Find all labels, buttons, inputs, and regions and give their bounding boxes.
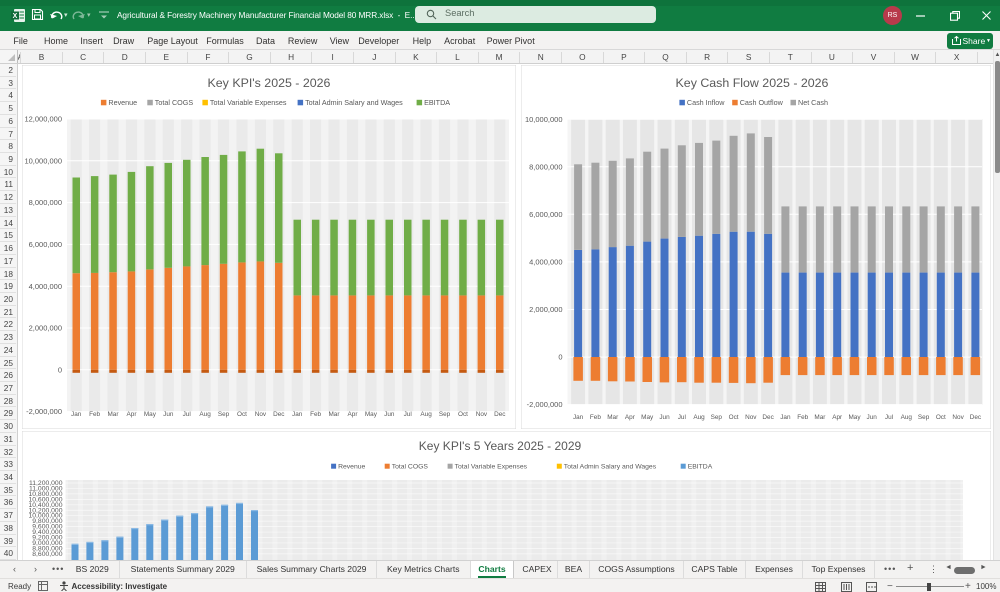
svg-text:9,600,000: 9,600,000: [32, 524, 62, 531]
svg-text:10,000,000: 10,000,000: [24, 156, 62, 165]
svg-text:Dec: Dec: [273, 411, 285, 418]
svg-text:10,800,000: 10,800,000: [28, 491, 62, 498]
svg-text:Key KPI's 2025 - 2026: Key KPI's 2025 - 2026: [208, 76, 331, 90]
svg-text:Jul: Jul: [885, 414, 893, 421]
svg-text:Apr: Apr: [127, 411, 138, 418]
svg-text:11,200,000: 11,200,000: [29, 480, 63, 487]
svg-text:6,000,000: 6,000,000: [529, 210, 562, 219]
svg-text:Oct: Oct: [729, 414, 739, 421]
svg-text:Nov: Nov: [952, 414, 964, 421]
svg-text:Cash Outflow: Cash Outflow: [740, 98, 784, 107]
svg-text:6,000,000: 6,000,000: [29, 240, 62, 249]
svg-text:Total Admin Salary and Wages: Total Admin Salary and Wages: [564, 464, 657, 471]
svg-text:Total Admin Salary and Wages: Total Admin Salary and Wages: [305, 98, 403, 107]
svg-text:Jun: Jun: [867, 414, 878, 421]
svg-text:Apr: Apr: [348, 411, 359, 418]
svg-text:Apr: Apr: [832, 414, 843, 421]
svg-text:Dec: Dec: [762, 414, 774, 421]
svg-text:Sep: Sep: [711, 414, 723, 421]
svg-text:Nov: Nov: [476, 411, 488, 418]
svg-text:Feb: Feb: [797, 414, 808, 421]
svg-text:8,000,000: 8,000,000: [29, 198, 62, 207]
svg-text:Cash Inflow: Cash Inflow: [687, 98, 725, 107]
svg-text:Aug: Aug: [693, 414, 705, 421]
svg-text:Nov: Nov: [255, 411, 267, 418]
svg-text:EBITDA: EBITDA: [424, 98, 450, 107]
svg-text:Mar: Mar: [107, 411, 119, 418]
svg-text:Total Variable Expenses: Total Variable Expenses: [210, 98, 287, 107]
svg-text:9,200,000: 9,200,000: [32, 535, 62, 542]
svg-text:Jan: Jan: [780, 414, 791, 421]
svg-text:10,000,000: 10,000,000: [525, 115, 563, 124]
svg-text:0: 0: [58, 365, 62, 374]
svg-text:Sep: Sep: [439, 411, 451, 418]
svg-text:EBITDA: EBITDA: [688, 464, 713, 471]
svg-text:May: May: [365, 411, 378, 418]
svg-text:Jul: Jul: [678, 414, 686, 421]
svg-text:Aug: Aug: [420, 411, 432, 418]
svg-text:Apr: Apr: [625, 414, 636, 421]
svg-text:Revenue: Revenue: [338, 464, 365, 471]
svg-text:4,000,000: 4,000,000: [529, 258, 562, 267]
svg-text:Revenue: Revenue: [108, 98, 137, 107]
svg-text:8,800,000: 8,800,000: [32, 545, 62, 552]
svg-text:Net Cash: Net Cash: [798, 98, 828, 107]
svg-text:Sep: Sep: [218, 411, 230, 418]
svg-text:Dec: Dec: [970, 414, 982, 421]
svg-text:Nov: Nov: [745, 414, 757, 421]
svg-text:Total COGS: Total COGS: [392, 464, 429, 471]
svg-text:Feb: Feb: [590, 414, 601, 421]
svg-text:Total COGS: Total COGS: [155, 98, 194, 107]
svg-text:Dec: Dec: [494, 411, 506, 418]
svg-text:Mar: Mar: [607, 414, 619, 421]
svg-text:0: 0: [558, 353, 562, 362]
svg-text:Feb: Feb: [310, 411, 321, 418]
svg-text:Jul: Jul: [183, 411, 191, 418]
svg-text:Feb: Feb: [89, 411, 100, 418]
svg-text:May: May: [641, 414, 654, 421]
svg-text:2,000,000: 2,000,000: [529, 305, 562, 314]
svg-text:9,800,000: 9,800,000: [32, 518, 62, 525]
svg-text:May: May: [848, 414, 861, 421]
svg-text:Key Cash Flow 2025 - 2026: Key Cash Flow 2025 - 2026: [676, 76, 829, 90]
svg-text:Jun: Jun: [384, 411, 395, 418]
svg-text:10,000,000: 10,000,000: [28, 513, 62, 520]
svg-text:Jan: Jan: [573, 414, 584, 421]
svg-text:8,000,000: 8,000,000: [529, 162, 562, 171]
svg-text:-2,000,000: -2,000,000: [26, 407, 62, 416]
svg-text:May: May: [144, 411, 157, 418]
svg-text:2,000,000: 2,000,000: [29, 324, 62, 333]
svg-text:9,000,000: 9,000,000: [32, 540, 62, 547]
svg-text:Aug: Aug: [901, 414, 913, 421]
svg-text:Aug: Aug: [199, 411, 211, 418]
svg-text:Oct: Oct: [936, 414, 946, 421]
svg-text:Jan: Jan: [71, 411, 82, 418]
svg-text:Mar: Mar: [814, 414, 826, 421]
svg-text:Mar: Mar: [328, 411, 340, 418]
svg-text:10,400,000: 10,400,000: [28, 502, 62, 509]
svg-text:Jun: Jun: [163, 411, 174, 418]
svg-text:11,000,000: 11,000,000: [29, 485, 63, 492]
svg-text:Oct: Oct: [458, 411, 468, 418]
svg-text:Jul: Jul: [404, 411, 412, 418]
svg-text:-2,000,000: -2,000,000: [527, 400, 563, 409]
svg-text:4,000,000: 4,000,000: [29, 282, 62, 291]
svg-text:Sep: Sep: [918, 414, 930, 421]
svg-text:Jun: Jun: [659, 414, 670, 421]
svg-text:9,400,000: 9,400,000: [32, 529, 62, 536]
svg-text:10,600,000: 10,600,000: [28, 496, 62, 503]
svg-text:10,200,000: 10,200,000: [28, 507, 62, 514]
svg-text:Jan: Jan: [292, 411, 303, 418]
svg-text:12,000,000: 12,000,000: [24, 115, 62, 124]
svg-text:X: X: [13, 13, 18, 20]
svg-text:8,600,000: 8,600,000: [32, 551, 62, 558]
svg-text:Oct: Oct: [237, 411, 247, 418]
svg-text:Key KPI's 5 Years 2025 - 2029: Key KPI's 5 Years 2025 - 2029: [419, 439, 582, 453]
svg-text:Total Variable Expenses: Total Variable Expenses: [455, 464, 528, 471]
